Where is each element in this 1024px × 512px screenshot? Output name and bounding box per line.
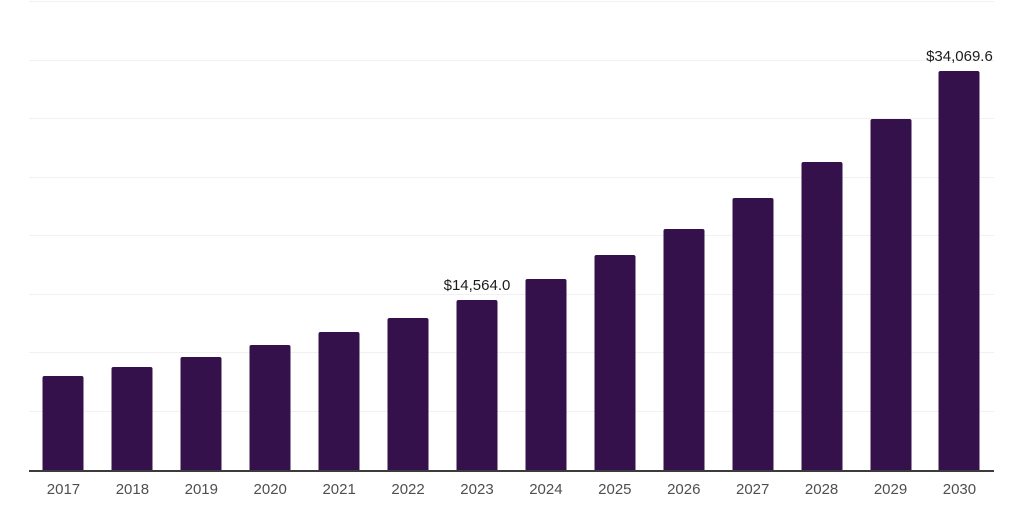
gridline-25000 (29, 176, 994, 178)
bar-2020 (249, 344, 291, 470)
bar-slot-2026 (649, 2, 718, 470)
x-tick-2028: 2028 (804, 481, 839, 498)
bar-2027 (732, 198, 774, 470)
gridline-20000 (29, 235, 994, 236)
x-tick-2018: 2018 (115, 481, 150, 498)
x-tick-2020: 2020 (253, 481, 287, 498)
x-tick-2021: 2021 (322, 481, 356, 498)
x-tick-2022: 2022 (391, 481, 425, 498)
bar-slot-2023: $14,564.0 (443, 2, 512, 470)
x-tick-2029: 2029 (873, 481, 908, 498)
x-tick-2027: 2027 (735, 481, 770, 498)
plot-area: $14,564.0 $34,069.6 (29, 1, 994, 472)
bar-2029 (870, 119, 912, 470)
bar-2022 (387, 317, 429, 470)
x-tick-2023: 2023 (460, 481, 494, 498)
bar-2017 (42, 376, 84, 470)
bar-2030 (938, 71, 980, 470)
x-tick-2024: 2024 (529, 481, 563, 498)
x-tick-2026: 2026 (667, 481, 701, 498)
bar-slot-2024 (511, 2, 580, 470)
bar-2026 (663, 229, 705, 470)
bar-slot-2020 (236, 2, 305, 470)
data-label-2023: $14,564.0 (443, 276, 511, 294)
bar-slot-2019 (167, 2, 236, 470)
bar-2018 (111, 367, 153, 470)
bar-2023 (456, 299, 498, 470)
gridline-35000 (29, 59, 994, 61)
gridline-40000 (29, 1, 994, 2)
gridline-10000 (29, 352, 994, 353)
bar-2019 (180, 356, 222, 470)
bar-slot-2028 (787, 2, 856, 470)
bar-slot-2022 (374, 2, 443, 470)
data-label-2030: $34,069.6 (926, 48, 993, 66)
gridline-5000 (29, 410, 994, 412)
bar-slot-2027 (718, 2, 787, 470)
bar-slot-2030: $34,069.6 (925, 2, 994, 470)
bar-2024 (525, 278, 567, 470)
bar-slot-2018 (98, 2, 167, 470)
bars-container: $14,564.0 $34,069.6 (29, 2, 994, 470)
x-tick-2019: 2019 (184, 481, 218, 498)
bar-2028 (801, 161, 843, 470)
bar-slot-2017 (29, 2, 98, 470)
bar-slot-2029 (856, 2, 925, 470)
gridline-30000 (29, 118, 994, 119)
bar-slot-2021 (305, 2, 374, 470)
bar-2025 (594, 255, 636, 470)
x-tick-2025: 2025 (598, 481, 632, 498)
x-tick-2030: 2030 (942, 481, 977, 498)
bar-slot-2025 (580, 2, 649, 470)
x-axis-labels: 2017 2018 2019 2020 2021 2022 2023 2024 2025 2026… (29, 481, 994, 498)
bar-2021 (318, 331, 360, 470)
x-tick-2017: 2017 (46, 481, 81, 498)
gridline-15000 (29, 293, 994, 295)
